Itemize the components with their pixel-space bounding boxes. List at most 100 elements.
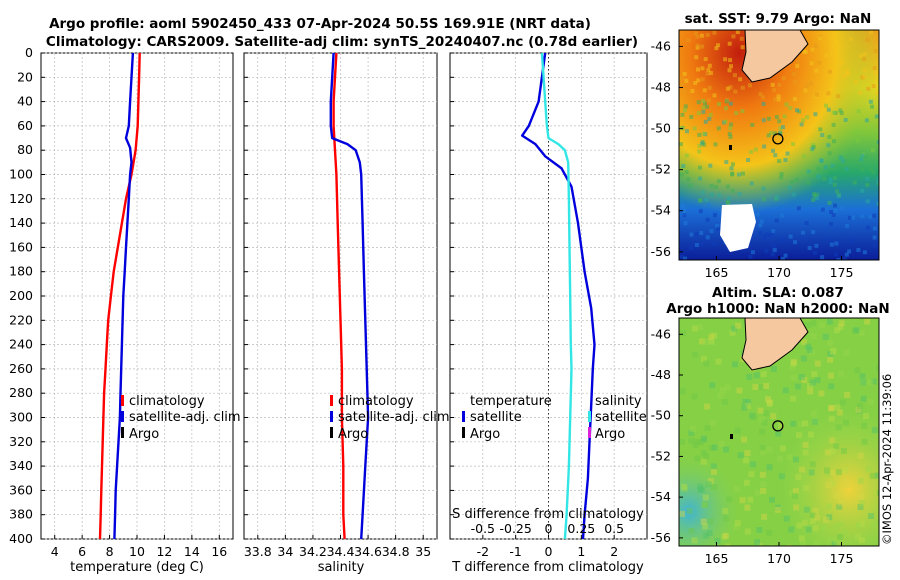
legend-salinity: salinity [595, 394, 642, 409]
depth-tick-label: 120 [9, 191, 33, 206]
s-diff-tick-label: 0 [545, 521, 553, 536]
legend-swatch-s-argo [588, 427, 591, 438]
argo-position-marker [772, 133, 784, 145]
difference-panel: -2 -1 0 1 2 T difference from climatology S … [449, 52, 648, 575]
s-difference-ticks: -0.5 -0.25 0 0.25 0.5 [471, 521, 624, 536]
depth-tick-label: 200 [9, 288, 33, 303]
legend-swatch-satellite [121, 411, 124, 422]
main-title-line1: Argo profile: aoml 5902450_433 07-Apr-20… [49, 16, 591, 32]
s-diff-tick-label: 0.25 [567, 521, 595, 536]
data-gap [720, 204, 756, 252]
difference-x-tick-label: -2 [477, 544, 489, 559]
temperature-legend: climatology satellite-adj. clim Argo [121, 394, 241, 442]
depth-tick-label: 220 [9, 312, 33, 327]
depth-tick-label: 360 [9, 482, 33, 497]
depth-tick-label: 80 [17, 142, 33, 157]
legend-swatch-satellite [330, 411, 333, 422]
island-marker [729, 145, 732, 150]
depth-tick-label: 180 [9, 264, 33, 279]
series-salinity-satellite [540, 52, 573, 540]
depth-axis: 0 20 40 60 80 100 120 140 160 180 200 220 240 260 280 3… [9, 45, 33, 546]
sla-map-title-line1: Altim. SLA: 0.087 [712, 285, 844, 301]
difference-x-tick-label: 2 [610, 544, 618, 559]
series-satellite-adj-clim [113, 52, 135, 540]
depth-tick-label: 400 [9, 531, 33, 546]
map-y-tick-label: -48 [651, 367, 671, 382]
difference-x-tick-label: -1 [509, 544, 521, 559]
legend-s-argo: Argo [595, 427, 625, 442]
depth-tick-label: 240 [9, 337, 33, 352]
legend-swatch-climatology [330, 395, 333, 406]
salinity-legend: climatology satellite-adj. clim Argo [330, 394, 450, 442]
salinity-panel: 33.8 34 34.2 34.4 34.6 34.8 35 salinity climat… [243, 52, 450, 575]
legend-swatch-t-satellite [462, 411, 465, 422]
temperature-x-tick-label: 6 [78, 544, 86, 559]
sst-map-title: sat. SST: 9.79 Argo: NaN [685, 11, 872, 27]
salinity-xlabel: salinity [318, 560, 365, 575]
salinity-x-tick-label: 35 [415, 544, 431, 559]
series-satellite-adj-clim [329, 52, 370, 540]
depth-tick-label: 260 [9, 361, 33, 376]
legend-satellite: satellite-adj. clim [129, 410, 241, 425]
sla-map-title-line2: Argo h1000: NaN h2000: NaN [666, 301, 889, 317]
map-y-tick-label: -48 [651, 80, 671, 95]
map-y-tick-label: -46 [651, 326, 671, 341]
temperature-x-tick-label: 4 [51, 544, 59, 559]
argo-position-marker [772, 420, 784, 432]
map-x-tick-label: 165 [705, 265, 729, 280]
main-title-line2: Climatology: CARS2009. Satellite-adj cli… [46, 34, 638, 50]
series-climatology [332, 52, 346, 540]
legend-s-satellite: satellite [595, 410, 647, 425]
island-marker [730, 434, 733, 439]
series-temperature-satellite [521, 52, 596, 540]
temperature-xlabel: temperature (deg C) [70, 560, 204, 575]
salinity-x-tick-label: 34.8 [382, 544, 410, 559]
s-diff-tick-label: -0.5 [471, 521, 495, 536]
depth-tick-label: 160 [9, 239, 33, 254]
map-y-tick-label: -50 [651, 408, 671, 423]
map-y-tick-label: -54 [651, 489, 671, 504]
legend-climatology: climatology [338, 394, 414, 409]
timestamp: ©IMOS 12-Apr-2024 11:39:06 [880, 374, 894, 545]
map-y-tick-label: -52 [651, 448, 671, 463]
map-y-tick-label: -56 [651, 244, 671, 259]
depth-tick-label: 380 [9, 507, 33, 522]
map-x-tick-label: 165 [705, 551, 729, 566]
temperature-panel: 4 6 8 10 12 14 16 temperature (deg C) climatol… [40, 52, 241, 575]
depth-tick-label: 60 [17, 118, 33, 133]
difference-legend-left: temperature satellite Argo [462, 394, 552, 442]
depth-tick-label: 300 [9, 410, 33, 425]
s-diff-tick-label: 0.5 [604, 521, 624, 536]
difference-x-tick-label: 0 [545, 544, 553, 559]
difference-xlabel: T difference from climatology [451, 560, 644, 575]
map-x-tick-label: 170 [767, 551, 791, 566]
legend-temperature: temperature [470, 394, 552, 409]
legend-swatch-argo [121, 427, 124, 438]
legend-t-satellite: satellite [470, 410, 522, 425]
legend-t-argo: Argo [470, 427, 500, 442]
s-diff-tick-label: -0.25 [499, 521, 531, 536]
legend-argo: Argo [129, 427, 159, 442]
map-x-tick-label: 175 [830, 265, 854, 280]
salinity-x-tick-label: 34.6 [354, 544, 382, 559]
legend-swatch-s-satellite [588, 411, 591, 422]
series-climatology [98, 52, 141, 540]
temperature-x-tick-label: 10 [129, 544, 145, 559]
map-y-tick-label: -52 [651, 162, 671, 177]
map-x-tick-label: 175 [830, 551, 854, 566]
depth-tick-label: 100 [9, 167, 33, 182]
sst-map-panel: sat. SST: 9.79 Argo: NaN 165 170 175 -46 -4… [651, 11, 880, 280]
map-y-tick-label: -54 [651, 203, 671, 218]
legend-satellite: satellite-adj. clim [338, 410, 450, 425]
depth-tick-label: 40 [17, 94, 33, 109]
difference-x-tick-label: 1 [577, 544, 585, 559]
sla-map-panel: Altim. SLA: 0.087 Argo h1000: NaN h2000:… [651, 285, 890, 566]
difference-legend-right: salinity satellite Argo [588, 394, 647, 442]
temperature-x-tick-label: 12 [156, 544, 172, 559]
map-y-tick-label: -50 [651, 121, 671, 136]
salinity-x-tick-label: 33.8 [244, 544, 272, 559]
legend-swatch-argo [330, 427, 333, 438]
temperature-x-tick-label: 16 [211, 544, 227, 559]
sst-heatmap [679, 30, 879, 260]
